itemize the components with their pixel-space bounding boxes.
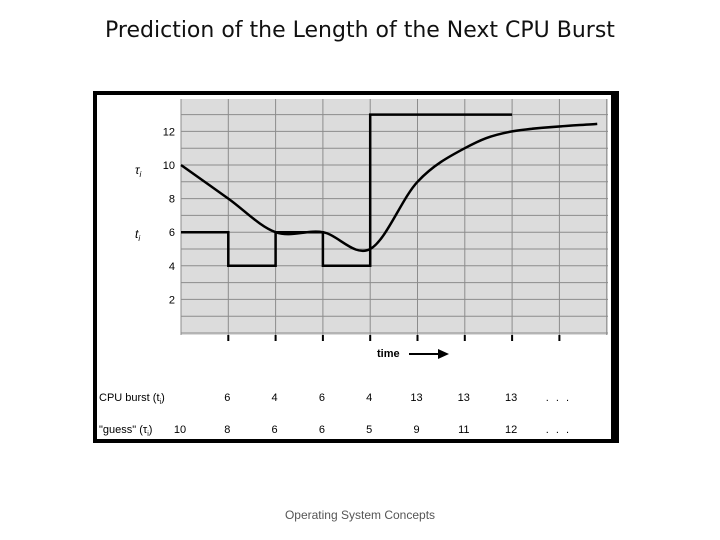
- table-cell-guess: 5: [366, 424, 372, 436]
- series-guess-curve: [180, 122, 598, 253]
- table-cell-guess: 12: [505, 424, 517, 436]
- table-cell-cpu-burst: 6: [224, 392, 230, 404]
- slide-footer: Operating System Concepts: [284, 508, 436, 522]
- series-cpu-burst-line: [181, 113, 513, 268]
- y-tick-label: 6: [169, 227, 175, 239]
- table-cell-guess: 11: [458, 424, 469, 436]
- y-tick-label: 8: [169, 194, 175, 206]
- y-tick-label: 4: [169, 261, 175, 273]
- table-cell-cpu-burst: 13: [505, 392, 517, 404]
- table-cell-guess: 8: [224, 424, 230, 436]
- y-axis-label-tau: τi: [135, 163, 142, 179]
- chart-canvas: 2 4 6 8 10 12 τi ti time CPU burst (ti) 6 4 6 4 13 13 13…: [97, 95, 611, 439]
- chart-figure: 2 4 6 8 10 12 τi ti time CPU burst (ti) 6 4 6 4 13 13 13…: [93, 91, 619, 443]
- table-cell-guess: . . .: [546, 424, 571, 436]
- table-cell-guess: 6: [272, 424, 278, 436]
- table-cell-cpu-burst: 6: [319, 392, 325, 404]
- y-axis-label-t: ti: [135, 227, 140, 243]
- row-label-guess: "guess" (τi): [99, 424, 152, 438]
- table-cell-cpu-burst: 13: [410, 392, 422, 404]
- y-tick-label: 12: [163, 126, 175, 138]
- table-cell-guess: 6: [319, 424, 325, 436]
- x-axis-label: time: [377, 348, 400, 360]
- table-cell-cpu-burst: 13: [458, 392, 470, 404]
- time-arrow-head: [438, 349, 449, 359]
- table-cell-cpu-burst: 4: [272, 392, 278, 404]
- table-cell-guess: 10: [174, 424, 186, 436]
- row-label-cpu-burst: CPU burst (ti): [99, 392, 165, 406]
- table-cell-cpu-burst: 4: [366, 392, 372, 404]
- slide-title: Prediction of the Length of the Next CPU…: [105, 18, 615, 43]
- table-cell-guess: 9: [413, 424, 419, 436]
- table-cell-cpu-burst: . . .: [546, 392, 571, 404]
- y-tick-label: 2: [169, 294, 175, 306]
- y-tick-label: 10: [163, 160, 175, 172]
